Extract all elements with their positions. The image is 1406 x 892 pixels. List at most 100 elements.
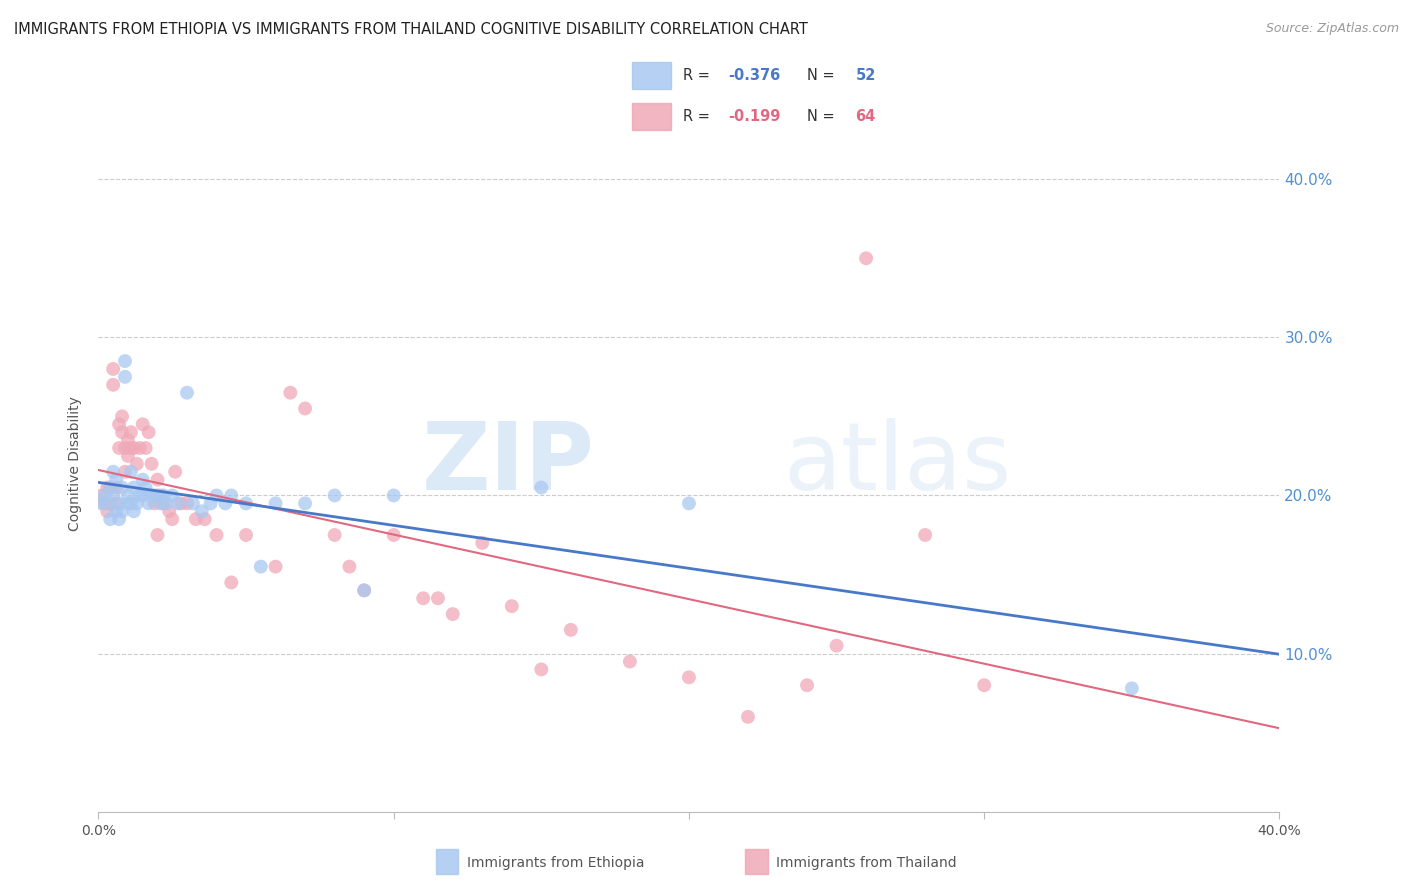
Point	[114, 465, 136, 479]
Point	[120, 425, 142, 440]
Point	[323, 528, 346, 542]
Point	[146, 488, 169, 502]
Text: R =: R =	[683, 109, 714, 124]
Text: 64: 64	[855, 109, 876, 124]
Point	[103, 377, 125, 392]
Point	[117, 433, 139, 447]
Point	[117, 488, 139, 502]
Point	[162, 488, 183, 502]
Point	[90, 488, 112, 502]
Point	[105, 504, 128, 518]
Point	[176, 496, 198, 510]
Point	[194, 512, 217, 526]
Point	[132, 473, 155, 487]
Point	[120, 496, 142, 510]
Point	[382, 488, 405, 502]
Point	[219, 575, 242, 590]
Point	[103, 362, 125, 376]
Point	[117, 496, 139, 510]
Point	[264, 559, 287, 574]
Point	[98, 512, 121, 526]
Point	[152, 488, 174, 502]
Point	[128, 488, 150, 502]
Point	[619, 655, 641, 669]
Point	[122, 481, 145, 495]
Point	[128, 441, 150, 455]
Point	[165, 465, 187, 479]
Point	[120, 441, 142, 455]
Point	[149, 488, 172, 502]
Point	[125, 457, 148, 471]
Point	[382, 528, 405, 542]
Point	[114, 354, 136, 368]
Point	[138, 425, 160, 440]
Point	[122, 441, 145, 455]
Point	[103, 465, 125, 479]
Point	[250, 559, 273, 574]
Point	[278, 385, 302, 400]
Point	[855, 252, 877, 266]
Point	[339, 559, 360, 574]
Text: IMMIGRANTS FROM ETHIOPIA VS IMMIGRANTS FROM THAILAND COGNITIVE DISABILITY CORREL: IMMIGRANTS FROM ETHIOPIA VS IMMIGRANTS F…	[14, 22, 808, 37]
Point	[105, 496, 128, 510]
Point	[108, 512, 131, 526]
Point	[157, 504, 180, 518]
Point	[471, 536, 494, 550]
Point	[111, 504, 134, 518]
Text: Source: ZipAtlas.com: Source: ZipAtlas.com	[1265, 22, 1399, 36]
Point	[146, 528, 169, 542]
Point	[105, 473, 128, 487]
Point	[108, 417, 131, 432]
Point	[155, 496, 177, 510]
Point	[235, 496, 257, 510]
Point	[132, 488, 155, 502]
Point	[141, 457, 163, 471]
Point	[678, 496, 700, 510]
Text: N =: N =	[807, 68, 839, 83]
Point	[914, 528, 936, 542]
Point	[530, 481, 553, 495]
Point	[122, 504, 145, 518]
Y-axis label: Cognitive Disability: Cognitive Disability	[69, 396, 83, 532]
Point	[105, 481, 128, 495]
Point	[108, 496, 131, 510]
Point	[98, 481, 121, 495]
Point	[323, 488, 346, 502]
Point	[117, 449, 139, 463]
Text: R =: R =	[683, 68, 714, 83]
Bar	[436, 849, 458, 874]
Point	[125, 496, 148, 510]
Text: -0.199: -0.199	[728, 109, 780, 124]
Text: Immigrants from Ethiopia: Immigrants from Ethiopia	[467, 855, 644, 870]
Point	[973, 678, 995, 692]
Point	[93, 488, 115, 502]
Point	[294, 496, 316, 510]
Point	[427, 591, 450, 606]
Point	[96, 481, 118, 495]
Point	[412, 591, 434, 606]
Point	[264, 496, 287, 510]
Point	[111, 409, 134, 424]
Point	[96, 496, 118, 510]
Point	[678, 670, 700, 684]
Point	[141, 488, 163, 502]
Point	[501, 599, 523, 614]
Point	[108, 441, 131, 455]
Point	[353, 583, 375, 598]
Point	[143, 496, 166, 510]
Point	[162, 512, 183, 526]
Point	[560, 623, 582, 637]
Point	[1121, 681, 1143, 696]
Point	[205, 528, 228, 542]
Text: ZIP: ZIP	[422, 417, 595, 510]
Point	[170, 496, 193, 510]
Point	[181, 496, 204, 510]
Point	[219, 488, 242, 502]
Point	[138, 496, 160, 510]
Point	[737, 710, 759, 724]
Text: N =: N =	[807, 109, 839, 124]
Point	[184, 512, 207, 526]
Point	[530, 662, 553, 676]
Point	[114, 441, 136, 455]
Point	[235, 528, 257, 542]
